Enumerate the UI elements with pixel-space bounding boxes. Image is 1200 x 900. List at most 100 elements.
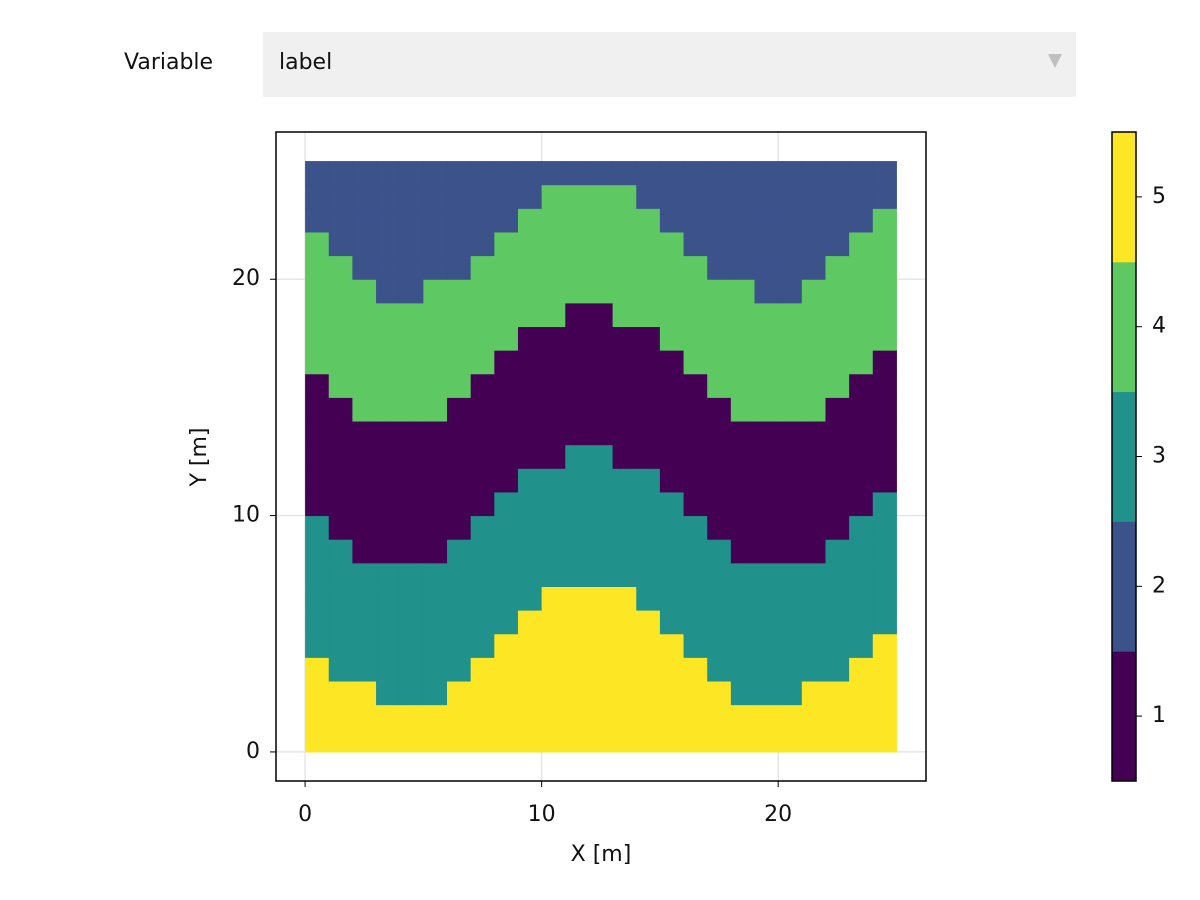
heatmap-cell [636, 586, 661, 611]
heatmap-cell [825, 491, 850, 517]
heatmap-cell [470, 161, 495, 186]
heatmap-cell [730, 421, 756, 446]
heatmap-cell [328, 161, 353, 186]
heatmap-cell [376, 633, 401, 658]
heatmap-cell [872, 255, 897, 280]
heatmap-cell [399, 704, 424, 729]
heatmap-cell [754, 255, 779, 280]
heatmap-cell [565, 326, 590, 351]
heatmap-cell [399, 231, 424, 257]
heatmap-cell [754, 610, 779, 635]
heatmap-cell [352, 728, 377, 753]
heatmap-cell [849, 562, 874, 587]
heatmap-cell [352, 704, 377, 729]
heatmap-cell [423, 704, 448, 729]
heatmap-cell [612, 302, 637, 328]
heatmap-cell [659, 681, 685, 706]
heatmap-cell [849, 704, 874, 729]
heatmap-cell [825, 444, 850, 469]
heatmap-cell [683, 562, 708, 587]
heatmap-cell [541, 728, 566, 753]
heatmap-cell [328, 231, 353, 257]
heatmap-cell [517, 373, 543, 398]
heatmap-cell [612, 255, 637, 280]
heatmap-cell [730, 586, 756, 611]
heatmap-cell [447, 421, 472, 446]
heatmap-cell [328, 421, 353, 446]
heatmap-cell [470, 633, 495, 658]
heatmap-cell [305, 397, 330, 422]
heatmap-cell [305, 255, 330, 280]
heatmap-cell [849, 468, 874, 493]
heatmap-cell [612, 610, 637, 635]
heatmap-cell [825, 184, 850, 209]
heatmap-cell [612, 208, 637, 233]
heatmap-cell [541, 373, 566, 398]
heatmap-cell [707, 610, 732, 635]
heatmap-cell [305, 728, 330, 753]
heatmap-cell [305, 208, 330, 233]
heatmap-cell [636, 373, 661, 398]
heatmap-cell [825, 610, 850, 635]
heatmap-cell [517, 444, 543, 469]
heatmap-cell [636, 657, 661, 682]
heatmap-cell [707, 231, 732, 257]
heatmap-cell [494, 161, 519, 186]
heatmap-cell [849, 208, 874, 233]
heatmap-cell [683, 208, 708, 233]
heatmap-cell [494, 728, 519, 753]
y-tick-label: 20 [232, 266, 260, 291]
heatmap-cell [683, 586, 708, 611]
heatmap-cell [754, 350, 779, 375]
heatmap-cell [423, 231, 448, 257]
heatmap-cell [825, 515, 850, 540]
heatmap-cell [849, 491, 874, 517]
heatmap-cell [636, 444, 661, 469]
heatmap-cell [470, 610, 495, 635]
heatmap-cell [328, 586, 353, 611]
heatmap-cell [778, 279, 803, 304]
heatmap-cell [683, 633, 708, 658]
heatmap-cell [305, 491, 330, 517]
heatmap-cell [541, 208, 566, 233]
heatmap-cell [636, 255, 661, 280]
heatmap-cell [565, 562, 590, 587]
heatmap-cell [849, 633, 874, 658]
heatmap-cell [612, 397, 637, 422]
heatmap-cell [659, 373, 685, 398]
heatmap-cell [423, 208, 448, 233]
heatmap-cell [588, 610, 614, 635]
heatmap-cell [588, 231, 614, 257]
heatmap-cell [423, 586, 448, 611]
heatmap-cell [730, 562, 756, 587]
heatmap-cell [754, 373, 779, 398]
variable-dropdown[interactable]: label [263, 32, 1076, 97]
heatmap-cell [801, 279, 826, 304]
heatmap-cell [447, 704, 472, 729]
heatmap-cell [754, 208, 779, 233]
heatmap-cell [423, 562, 448, 587]
heatmap-cell [612, 161, 637, 186]
heatmap-cell [730, 326, 756, 351]
heatmap-cell [399, 279, 424, 304]
heatmap-cell [565, 468, 590, 493]
x-tick-label: 0 [298, 802, 312, 827]
heatmap-cell [588, 633, 614, 658]
heatmap-cell [565, 539, 590, 564]
heatmap-cell [612, 562, 637, 587]
heatmap-cell [588, 421, 614, 446]
heatmap-cell [872, 586, 897, 611]
colorbar-tick-label: 1 [1152, 703, 1166, 728]
heatmap-cell [849, 397, 874, 422]
heatmap-cell [730, 255, 756, 280]
heatmap-cell [494, 586, 519, 611]
heatmap-cell [872, 681, 897, 706]
heatmap-cell [730, 350, 756, 375]
heatmap-cell [872, 491, 897, 517]
heatmap-cell [494, 302, 519, 328]
heatmap-cell [399, 681, 424, 706]
heatmap-cell [328, 279, 353, 304]
heatmap-cell [612, 373, 637, 398]
heatmap-cell [447, 255, 472, 280]
heatmap-cell [683, 255, 708, 280]
